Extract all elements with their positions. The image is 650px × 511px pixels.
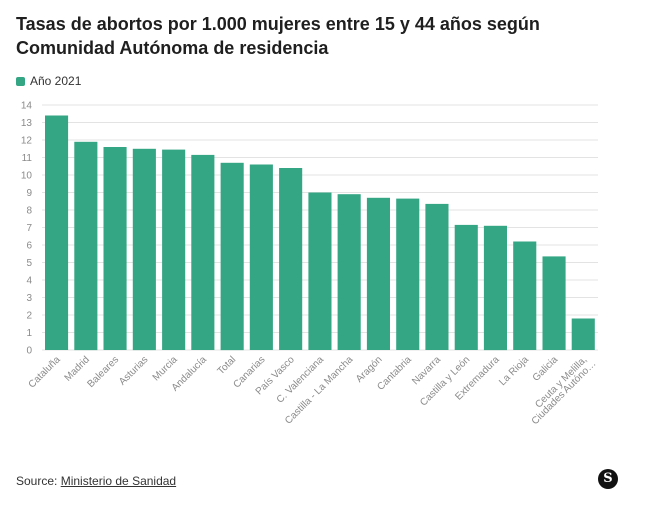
x-tick-label: Asturias bbox=[117, 354, 150, 387]
y-tick-label: 9 bbox=[26, 188, 32, 199]
bar bbox=[308, 192, 332, 350]
source-label: Source: bbox=[16, 474, 58, 488]
bar bbox=[279, 168, 303, 350]
bar bbox=[132, 148, 156, 351]
y-tick-label: 7 bbox=[26, 223, 32, 234]
chart-title: Tasas de abortos por 1.000 mujeres entre… bbox=[16, 14, 540, 58]
bar bbox=[249, 164, 273, 350]
y-tick-label: 6 bbox=[26, 241, 32, 252]
y-tick-label: 5 bbox=[26, 258, 32, 269]
y-tick-label: 2 bbox=[26, 311, 32, 322]
y-tick-label: 11 bbox=[22, 153, 33, 164]
bar bbox=[454, 224, 478, 350]
bar bbox=[74, 141, 98, 351]
bar bbox=[513, 241, 537, 350]
bar bbox=[220, 162, 244, 351]
bar bbox=[396, 198, 420, 350]
bar bbox=[366, 197, 390, 350]
y-tick-label: 12 bbox=[21, 136, 33, 147]
bar bbox=[103, 147, 127, 350]
x-tick-label: Total bbox=[216, 354, 239, 377]
bar bbox=[542, 256, 566, 350]
source-note: Source: Ministerio de Sanidad bbox=[16, 474, 176, 488]
bar bbox=[483, 225, 507, 351]
source-link[interactable]: Ministerio de Sanidad bbox=[60, 474, 177, 488]
legend: Año 2021 bbox=[16, 74, 81, 88]
y-tick-label: 10 bbox=[21, 171, 33, 182]
publisher-logo-icon: S bbox=[598, 469, 618, 489]
y-tick-label: 4 bbox=[26, 276, 32, 287]
y-tick-label: 1 bbox=[26, 328, 32, 339]
x-tick-label: Cataluña bbox=[27, 354, 63, 390]
bar bbox=[571, 318, 595, 350]
y-tick-label: 14 bbox=[21, 101, 33, 112]
x-tick-label: La Rioja bbox=[497, 354, 531, 388]
bars bbox=[45, 115, 595, 351]
bar bbox=[425, 203, 449, 350]
x-tick-label: Baleares bbox=[86, 354, 122, 390]
legend-label: Año 2021 bbox=[30, 74, 82, 88]
legend-swatch bbox=[16, 76, 25, 86]
bar bbox=[191, 154, 215, 350]
y-tick-label: 8 bbox=[26, 206, 32, 217]
y-tick-label: 3 bbox=[26, 293, 32, 304]
bar bbox=[45, 115, 69, 350]
bar bbox=[337, 194, 361, 350]
y-tick-label: 0 bbox=[26, 346, 32, 357]
bar bbox=[162, 149, 186, 350]
y-tick-label: 13 bbox=[21, 118, 33, 129]
